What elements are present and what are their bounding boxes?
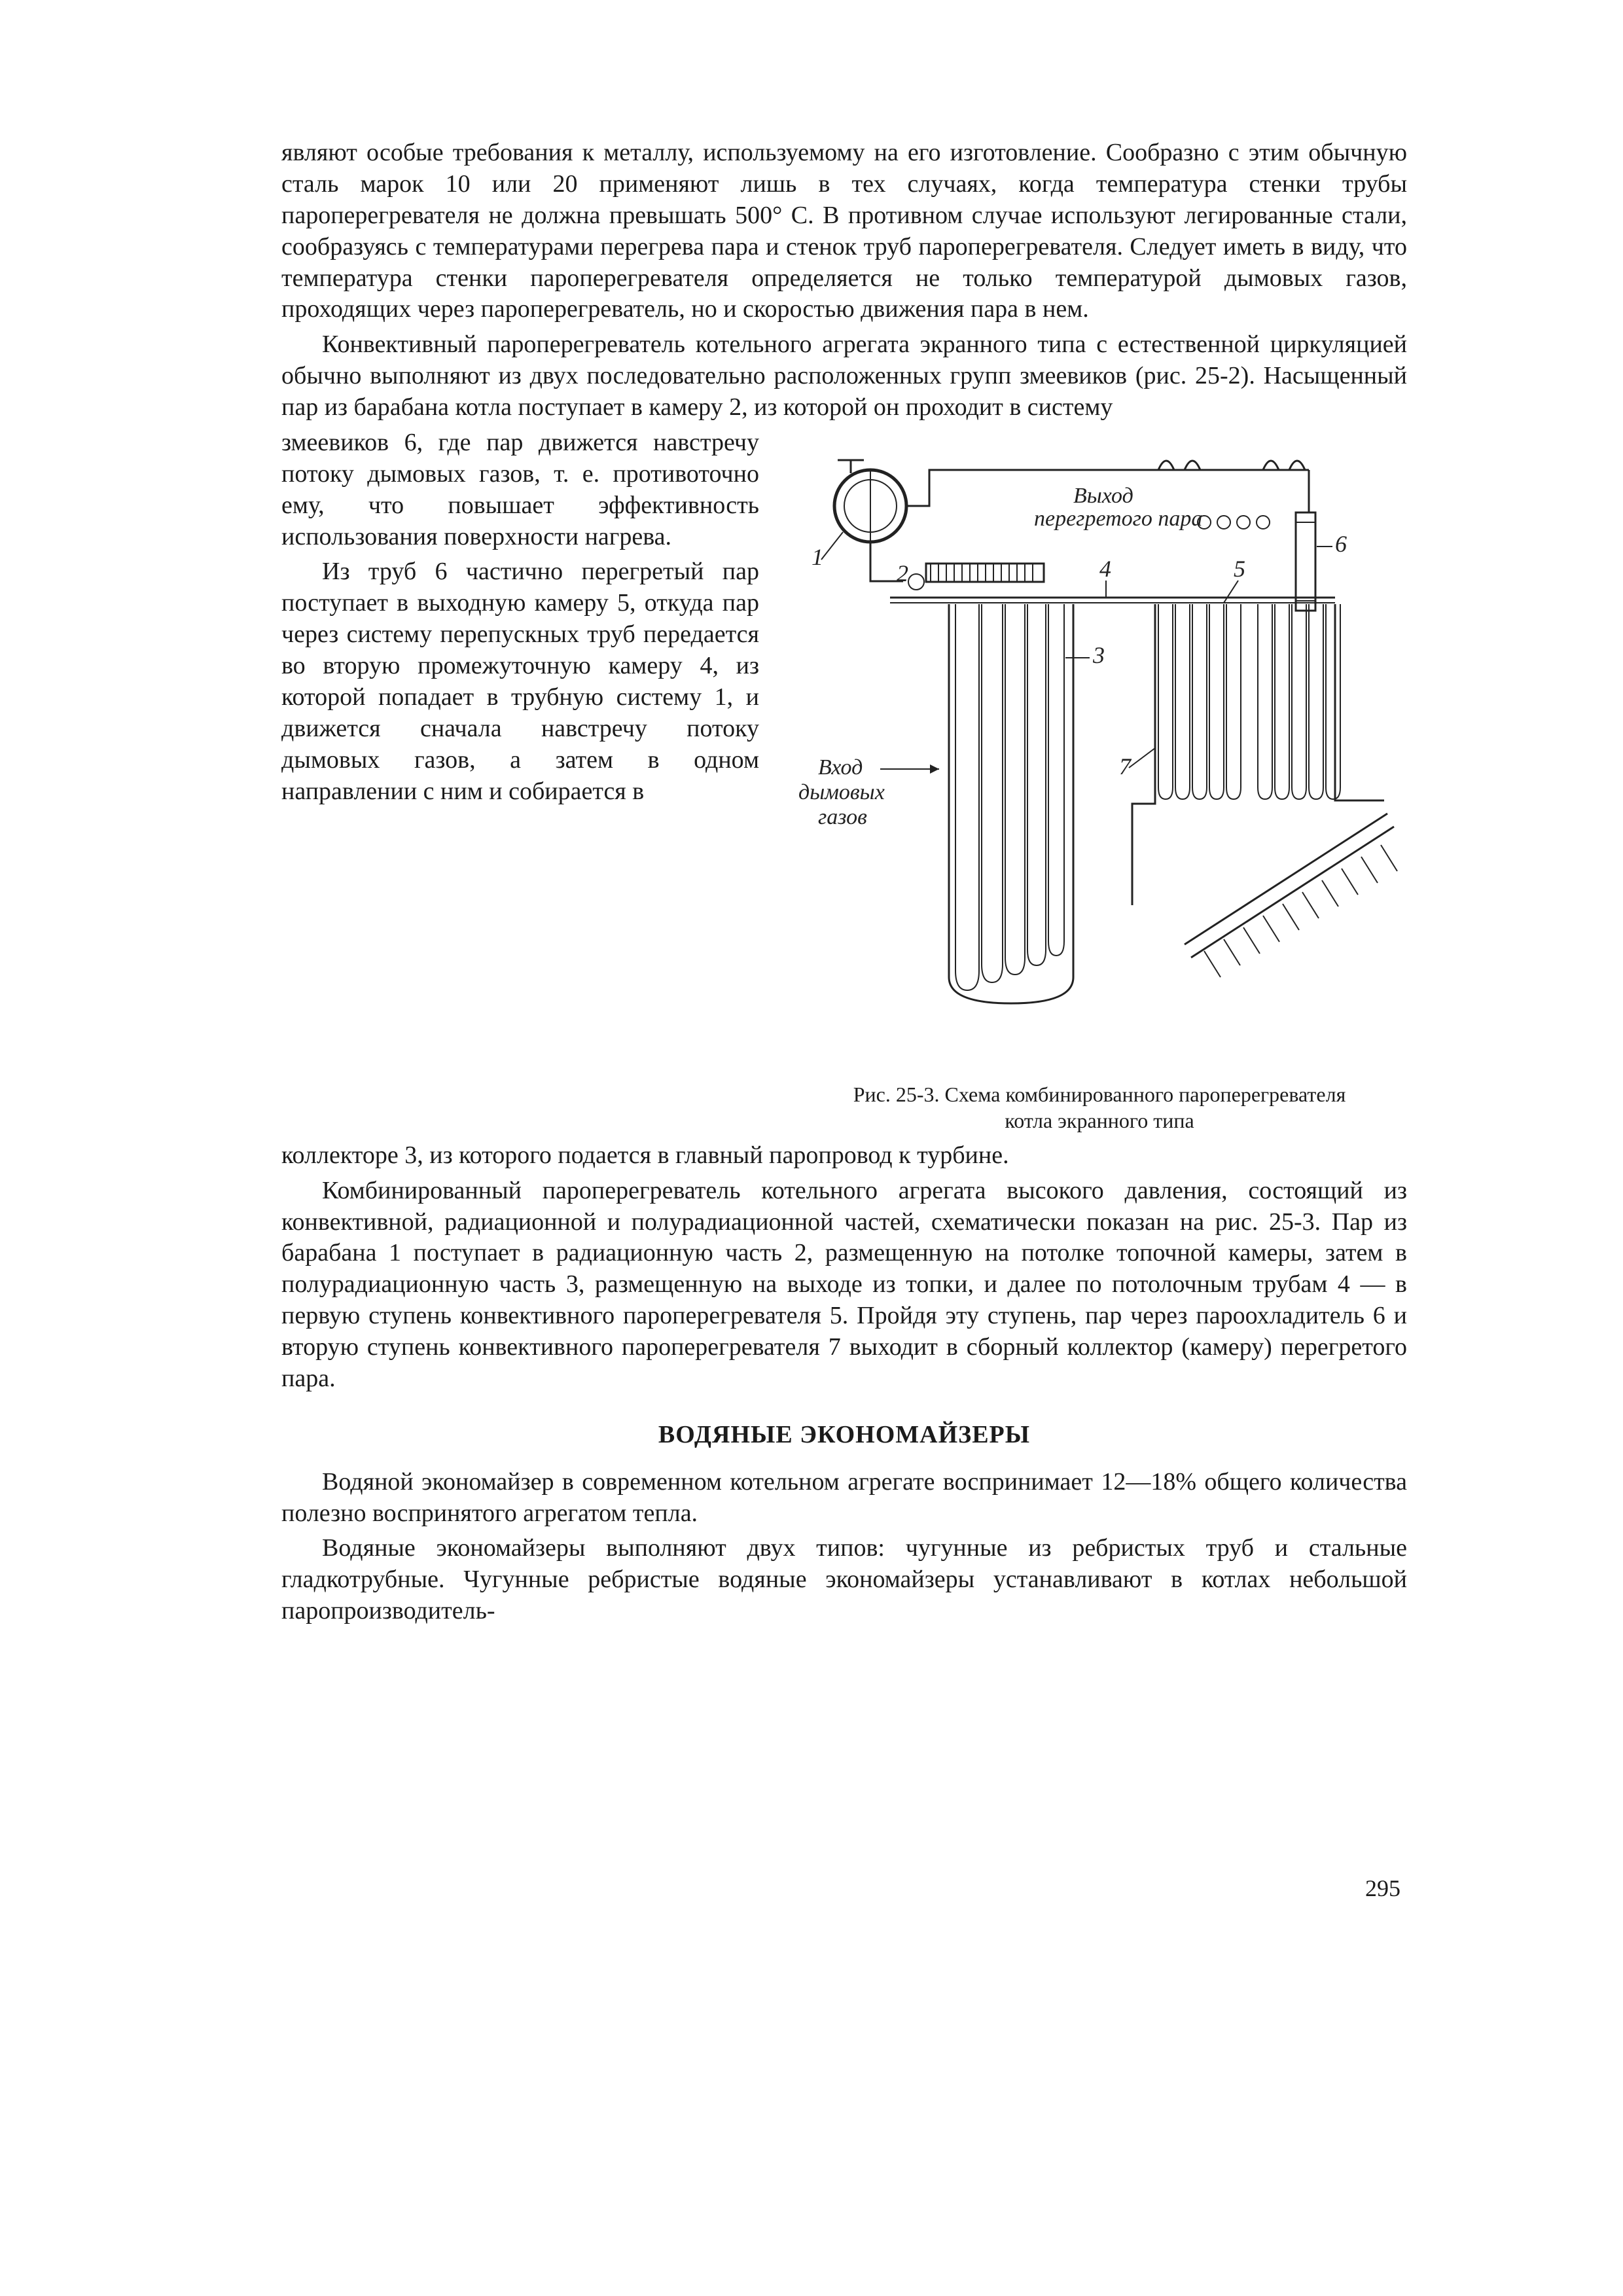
paragraph-6: Комбинированный пароперегреватель котель… bbox=[281, 1175, 1407, 1395]
page-number: 295 bbox=[1365, 1874, 1400, 1903]
paragraph-7: Водяной экономайзер в современном котель… bbox=[281, 1467, 1407, 1530]
paragraph-2: Конвективный пароперегреватель котельног… bbox=[281, 329, 1407, 423]
fig-callout-4: 4 bbox=[1099, 556, 1111, 582]
fig-label-inlet-1: Вход bbox=[818, 755, 863, 780]
figure-25-3: Выход перегретого пара Вход дымовых газо… bbox=[792, 434, 1407, 1134]
paragraph-1: являют особые требования к металлу, испо… bbox=[281, 137, 1407, 325]
figure-caption-line-1: Рис. 25-3. Схема комбинированного паропе… bbox=[853, 1083, 1346, 1106]
paragraph-5: коллекторе 3, из которого подается в гла… bbox=[281, 1140, 1407, 1172]
fig-callout-2: 2 bbox=[897, 560, 908, 586]
section-heading: ВОДЯНЫЕ ЭКОНОМАЙЗЕРЫ bbox=[281, 1420, 1407, 1451]
fig-callout-3: 3 bbox=[1092, 642, 1105, 668]
figure-caption: Рис. 25-3. Схема комбинированного паропе… bbox=[792, 1081, 1407, 1134]
fig-label-outlet-2: перегретого пара bbox=[1034, 507, 1202, 531]
paragraph-3: змеевиков 6, где пар движется навстречу … bbox=[281, 427, 759, 553]
fig-callout-5: 5 bbox=[1234, 556, 1245, 582]
figure-caption-line-2: котла экранного типа bbox=[1005, 1109, 1194, 1132]
fig-label-outlet-1: Выход bbox=[1073, 484, 1133, 508]
fig-label-inlet-3: газов bbox=[818, 805, 867, 829]
paragraph-8: Водяные экономайзеры выполняют двух типо… bbox=[281, 1533, 1407, 1627]
paragraph-4: Из труб 6 частично перегретый пар поступ… bbox=[281, 556, 759, 807]
page: являют особые требования к металлу, испо… bbox=[0, 0, 1623, 2296]
figure-svg: Выход перегретого пара Вход дымовых газо… bbox=[792, 434, 1407, 1062]
fig-label-inlet-2: дымовых bbox=[798, 780, 885, 804]
fig-callout-6: 6 bbox=[1335, 531, 1347, 557]
fig-callout-1: 1 bbox=[812, 544, 823, 570]
